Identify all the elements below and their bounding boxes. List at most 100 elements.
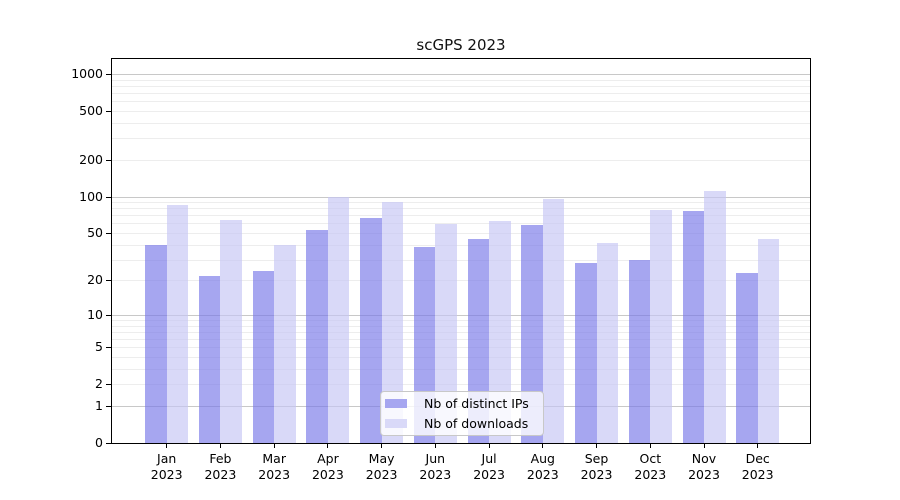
x-tick-label-month: Aug	[530, 451, 555, 466]
gridline-minor	[112, 280, 810, 282]
x-tick-label: Aug 2023	[513, 451, 573, 483]
x-tick-label-year: 2023	[311, 467, 344, 482]
bar-downloads	[435, 224, 457, 443]
x-tick-label-month: Feb	[209, 451, 232, 466]
y-tick-label: 1	[95, 398, 103, 413]
bar-downloads	[489, 220, 511, 443]
x-tick-label: Jul 2023	[459, 451, 519, 483]
x-tick-label-year: 2023	[580, 467, 613, 482]
gridline-minor	[112, 384, 810, 386]
bar-distinct-ips	[736, 273, 758, 443]
gridline-minor	[112, 339, 810, 341]
x-tick-mark	[327, 444, 329, 448]
gridline-minor	[112, 101, 810, 103]
x-tick-label-month: Mar	[262, 451, 286, 466]
y-tick-mark	[106, 347, 111, 349]
legend-label-distinct-ips: Nb of distinct IPs	[424, 396, 529, 411]
bar-downloads	[650, 210, 672, 443]
y-tick-label: 0	[95, 435, 103, 450]
x-tick-mark	[703, 444, 705, 448]
bar-distinct-ips	[628, 259, 651, 443]
x-tick-mark	[381, 444, 383, 448]
y-tick-label: 500	[79, 102, 103, 118]
gridline-minor	[112, 202, 810, 203]
gridline-minor	[112, 347, 810, 349]
x-tick-label-year: 2023	[688, 467, 720, 482]
bar-downloads	[757, 238, 780, 443]
x-tick-label: Mar 2023	[244, 451, 304, 483]
bar-distinct-ips	[682, 211, 704, 443]
y-tick-label: 5	[95, 339, 103, 355]
gridline-minor	[112, 259, 810, 261]
x-tick-label: May 2023	[352, 451, 412, 483]
y-tick-label: 10	[87, 306, 103, 322]
y-tick-label: 50	[87, 225, 103, 240]
bar-distinct-ips	[252, 271, 275, 443]
x-tick-label-year: 2023	[634, 467, 667, 482]
bar-downloads	[542, 198, 565, 443]
x-tick-label-year: 2023	[473, 467, 505, 482]
x-tick-label: Dec 2023	[728, 451, 788, 483]
x-tick-mark	[488, 444, 490, 448]
plot-area	[111, 58, 811, 444]
x-tick-label-month: Apr	[317, 451, 339, 466]
gridline-minor	[112, 110, 810, 112]
bar-downloads	[381, 201, 404, 443]
x-tick-label-month: Nov	[691, 451, 717, 466]
x-tick-label-year: 2023	[741, 467, 774, 482]
x-tick-mark	[596, 444, 597, 448]
bar-downloads	[166, 205, 189, 443]
bar-distinct-ips	[575, 263, 597, 443]
gridline-minor	[112, 138, 810, 140]
gridline-minor	[112, 357, 810, 358]
x-tick-mark	[166, 444, 168, 448]
gridline-minor	[112, 122, 810, 124]
legend-item-downloads: Nb of downloads	[385, 416, 543, 432]
legend: Nb of distinct IPs Nb of downloads	[380, 391, 544, 436]
x-tick-label-month: Sep	[584, 451, 609, 466]
bar-downloads	[704, 190, 726, 443]
x-tick-label-month: Dec	[745, 451, 770, 466]
y-tick-mark	[106, 159, 111, 161]
gridline-minor	[112, 325, 810, 327]
gridline-minor	[112, 233, 810, 234]
chart-title: scGPS 2023	[416, 36, 506, 54]
gridline-minor	[112, 93, 810, 94]
y-tick-mark	[106, 196, 111, 198]
x-tick-mark	[434, 444, 436, 448]
bar-downloads	[327, 196, 350, 443]
y-tick-mark	[106, 384, 111, 386]
y-tick-label: 20	[87, 272, 103, 288]
bar-distinct-ips	[145, 244, 167, 443]
x-tick-label-month: Oct	[639, 451, 662, 466]
bar-distinct-ips	[306, 229, 328, 443]
x-tick-label-month: Jun	[425, 451, 446, 466]
gridline-minor	[112, 85, 810, 87]
x-tick-mark	[542, 444, 544, 448]
x-tick-label-year: 2023	[258, 467, 291, 482]
gridline-major	[112, 73, 810, 75]
legend-item-distinct-ips: Nb of distinct IPs	[385, 396, 543, 412]
gridline-minor	[112, 215, 810, 217]
y-tick-mark	[106, 73, 111, 75]
y-tick-mark	[106, 314, 111, 316]
legend-swatch-distinct-ips-icon	[385, 399, 407, 408]
gridline-major	[112, 314, 810, 316]
y-tick-mark	[106, 110, 111, 112]
x-tick-label: Feb 2023	[190, 451, 250, 483]
gridline-major	[112, 196, 810, 198]
y-tick-label: 200	[79, 151, 103, 167]
y-tick-label: 2	[95, 376, 103, 392]
x-tick-label: Oct 2023	[620, 451, 680, 483]
y-tick-mark	[106, 406, 111, 407]
x-tick-label: Nov 2023	[674, 451, 734, 483]
bar-distinct-ips	[198, 275, 221, 443]
gridline-minor	[112, 368, 810, 370]
gridline-minor	[112, 208, 810, 210]
legend-label-downloads: Nb of downloads	[424, 416, 529, 431]
x-tick-label-month: May	[368, 451, 395, 466]
x-tick-label-year: 2023	[526, 467, 559, 482]
y-tick-mark	[106, 443, 111, 444]
gridline-minor	[112, 244, 810, 246]
x-tick-label: Apr 2023	[298, 451, 358, 483]
